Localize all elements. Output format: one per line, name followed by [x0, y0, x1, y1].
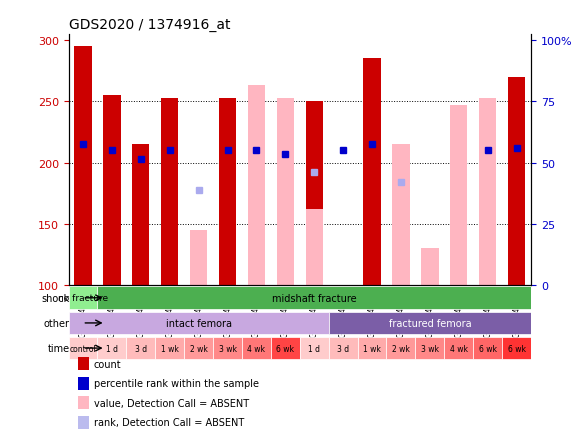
- Bar: [78, 416, 89, 428]
- Text: 2 wk: 2 wk: [392, 344, 410, 353]
- Text: rank, Detection Call = ABSENT: rank, Detection Call = ABSENT: [94, 417, 244, 427]
- Bar: [155, 337, 184, 359]
- Text: 4 wk: 4 wk: [450, 344, 468, 353]
- Bar: [184, 337, 213, 359]
- Text: 3 wk: 3 wk: [421, 344, 439, 353]
- Bar: [363, 59, 381, 286]
- Bar: [78, 358, 89, 371]
- Bar: [132, 145, 150, 286]
- Text: no fracture: no fracture: [58, 294, 108, 302]
- Text: 1 wk: 1 wk: [363, 344, 381, 353]
- Bar: [415, 337, 444, 359]
- Bar: [392, 145, 409, 286]
- Text: 1 d: 1 d: [308, 344, 320, 353]
- Bar: [479, 99, 496, 286]
- Bar: [69, 287, 98, 309]
- Text: 6 wk: 6 wk: [478, 344, 497, 353]
- Text: shock: shock: [42, 293, 70, 303]
- Text: 2 wk: 2 wk: [190, 344, 207, 353]
- Bar: [305, 102, 323, 286]
- Bar: [69, 312, 329, 335]
- Text: value, Detection Call = ABSENT: value, Detection Call = ABSENT: [94, 398, 249, 408]
- Bar: [421, 249, 439, 286]
- Text: 3 wk: 3 wk: [219, 344, 236, 353]
- Bar: [242, 337, 271, 359]
- Bar: [502, 337, 531, 359]
- Bar: [103, 96, 120, 286]
- Bar: [357, 337, 387, 359]
- Text: 3 d: 3 d: [337, 344, 349, 353]
- Bar: [78, 377, 89, 390]
- Bar: [276, 99, 294, 286]
- Bar: [387, 337, 415, 359]
- Text: control: control: [70, 344, 96, 353]
- Bar: [329, 337, 357, 359]
- Text: 1 wk: 1 wk: [161, 344, 179, 353]
- Bar: [271, 337, 300, 359]
- Text: time: time: [48, 343, 70, 353]
- Bar: [161, 99, 178, 286]
- Text: fractured femora: fractured femora: [388, 318, 471, 328]
- Bar: [190, 230, 207, 286]
- Bar: [78, 396, 89, 409]
- Text: count: count: [94, 359, 122, 369]
- Text: 4 wk: 4 wk: [247, 344, 266, 353]
- Text: GDS2020 / 1374916_at: GDS2020 / 1374916_at: [69, 18, 230, 32]
- Bar: [219, 99, 236, 286]
- Bar: [450, 106, 468, 286]
- Text: 6 wk: 6 wk: [508, 344, 525, 353]
- Bar: [126, 337, 155, 359]
- Bar: [300, 337, 329, 359]
- Text: 6 wk: 6 wk: [276, 344, 294, 353]
- Bar: [508, 78, 525, 286]
- Bar: [248, 86, 265, 286]
- Bar: [74, 47, 91, 286]
- Text: other: other: [44, 318, 70, 328]
- Text: percentile rank within the sample: percentile rank within the sample: [94, 378, 259, 388]
- Bar: [305, 210, 323, 286]
- Text: intact femora: intact femora: [166, 318, 232, 328]
- Bar: [329, 312, 531, 335]
- Bar: [98, 337, 126, 359]
- Bar: [69, 337, 98, 359]
- Text: midshaft fracture: midshaft fracture: [272, 293, 356, 303]
- Bar: [213, 337, 242, 359]
- Text: 3 d: 3 d: [135, 344, 147, 353]
- Text: 1 d: 1 d: [106, 344, 118, 353]
- Bar: [473, 337, 502, 359]
- Bar: [444, 337, 473, 359]
